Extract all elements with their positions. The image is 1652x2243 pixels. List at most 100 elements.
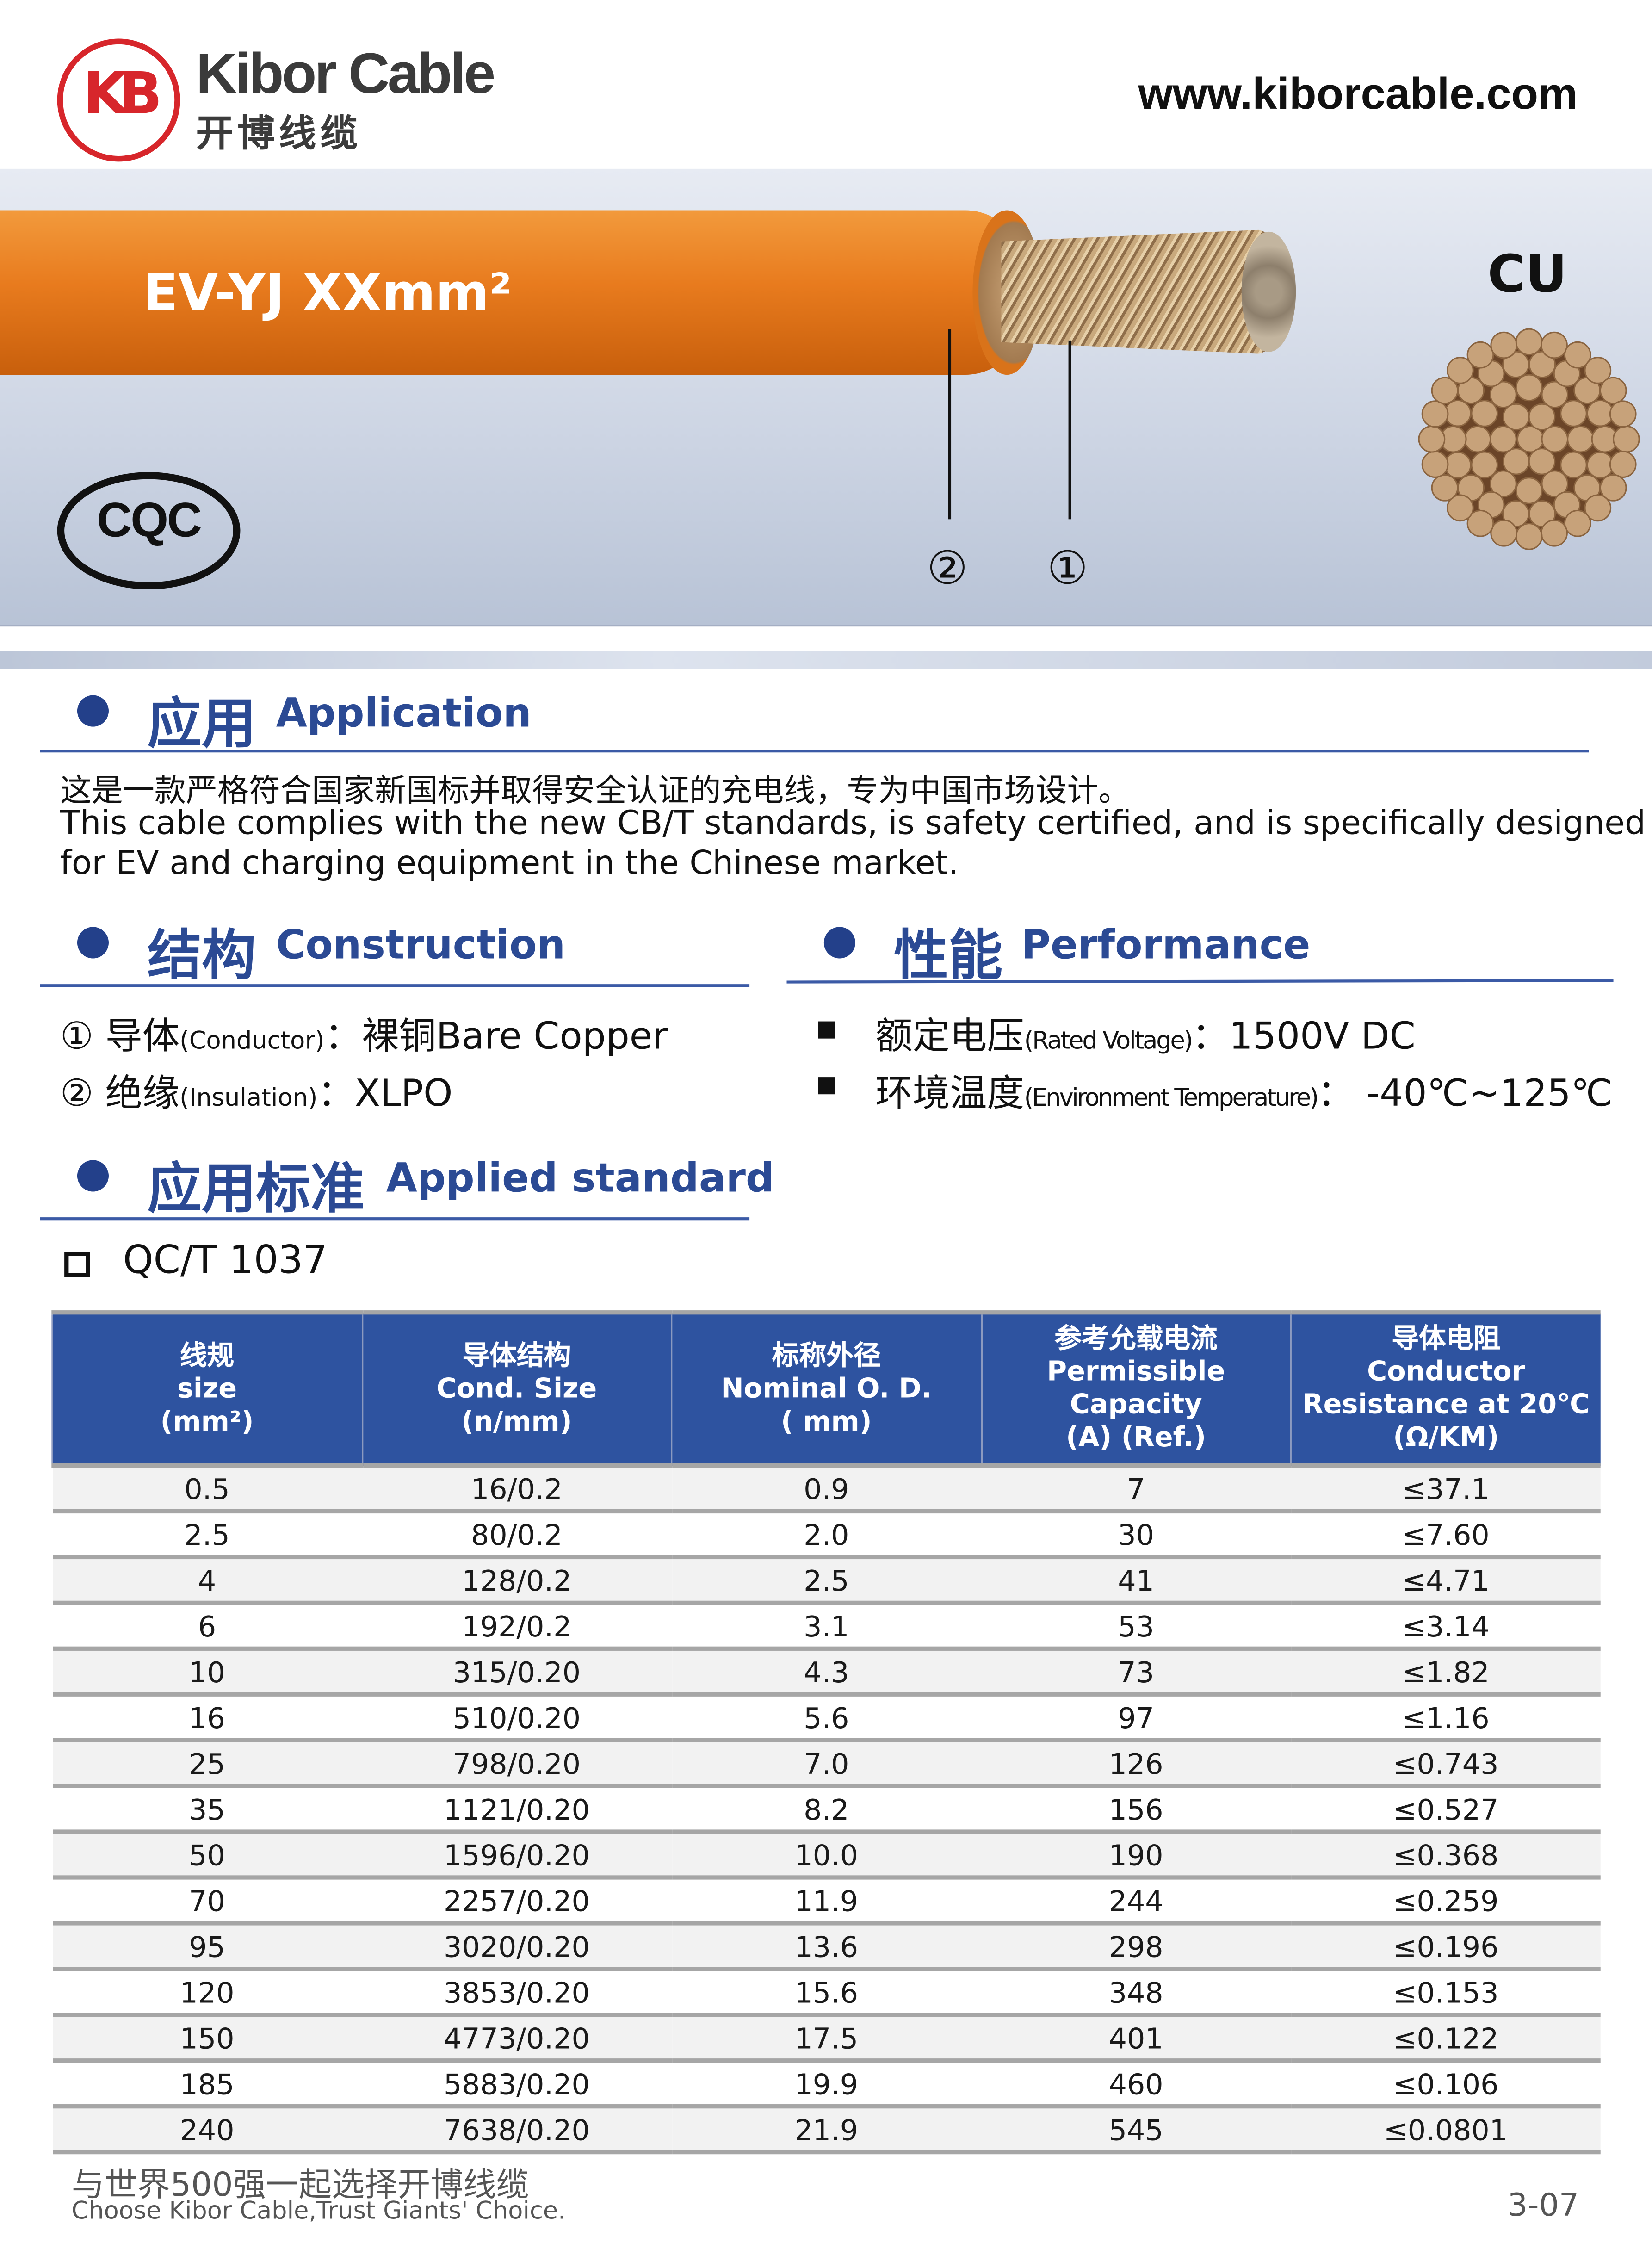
strand-icon (1515, 328, 1543, 356)
strand-icon (1528, 403, 1556, 431)
table-cell: 3853/0.20 (362, 1969, 672, 2017)
table-cell: 16/0.2 (362, 1465, 672, 1514)
strand-icon (1490, 425, 1517, 453)
cable-jacket-image (0, 210, 1023, 375)
standard-item: QC/T 1037 (123, 1239, 328, 1283)
strand-icon (1609, 451, 1637, 478)
table-cell: 4 (52, 1557, 362, 1605)
table-cell: 19.9 (671, 2060, 981, 2109)
column-header: 参考允载电流 Permissible Capacity (A) (Ref.) (980, 1310, 1291, 1468)
table-row: 6 192/0.2 3.1 53 ≤3.14 (52, 1603, 1601, 1651)
strand-icon (1502, 500, 1530, 527)
table-cell: 348 (981, 1969, 1291, 2017)
table-cell: 150 (52, 2014, 362, 2063)
bullet-icon (77, 1160, 109, 1192)
table-cell: 156 (981, 1786, 1291, 1834)
strand-icon (1564, 341, 1591, 369)
construction-title-en: Construction (276, 921, 566, 969)
website-link[interactable]: www.kiborcable.com (1138, 68, 1578, 119)
strand-icon (1613, 425, 1640, 453)
strand-icon (1584, 494, 1612, 522)
column-header-line: ( mm) (780, 1405, 872, 1437)
strand-icon (1599, 377, 1627, 404)
table-cell: ≤0.0801 (1291, 2106, 1601, 2155)
table-header-row: 线规 size (mm²) 导体结构 Cond. Size (n/mm) 标称外径 Nomin… (51, 1310, 1601, 1468)
strand-icon (1541, 519, 1568, 547)
strand-icon (1418, 425, 1446, 453)
strand-icon (1541, 331, 1568, 359)
material-label: CU (1487, 246, 1567, 305)
table-cell: ≤0.259 (1291, 1877, 1601, 1926)
strand-icon (1567, 425, 1594, 453)
divider-stripe (0, 651, 1652, 669)
strand-icon (1564, 509, 1591, 537)
strand-icon (1515, 523, 1543, 550)
standard-title-cn: 应用标准 (147, 1157, 365, 1221)
square-bullet-icon (818, 1077, 835, 1095)
strand-icon (1599, 474, 1627, 502)
strand-icon (1528, 448, 1556, 475)
standard-title-en: Applied standard (386, 1154, 774, 1202)
column-header-line: (Ω/KM) (1393, 1422, 1499, 1454)
table-cell: 3020/0.20 (362, 1923, 672, 1971)
table-cell: 798/0.20 (362, 1740, 672, 1788)
table-cell: 7638/0.20 (362, 2106, 672, 2155)
table-cell: 298 (981, 1923, 1291, 1971)
application-title-en: Application (276, 689, 532, 737)
table-cell: 120 (52, 1969, 362, 2017)
table-cell: ≤0.106 (1291, 2060, 1601, 2109)
table-cell: 0.5 (52, 1465, 362, 1514)
strand-icon (1431, 474, 1459, 502)
callout-line-conductor (1068, 340, 1071, 520)
strand-icon (1490, 381, 1517, 409)
column-header-line: Nominal O. D. (721, 1372, 932, 1404)
strand-icon (1541, 381, 1569, 409)
strand-icon (1515, 477, 1543, 504)
strand-icon (1586, 451, 1614, 479)
cqc-logo-text: CQC (97, 493, 202, 548)
brand-name: Kibor Cable (196, 43, 496, 106)
bullet-icon (77, 927, 109, 959)
table-cell: 545 (981, 2106, 1291, 2155)
strand-icon (1471, 400, 1498, 427)
table-row: 35 1121/0.20 8.2 156 ≤0.527 (52, 1786, 1601, 1834)
table-row: 185 5883/0.20 19.9 460 ≤0.106 (52, 2060, 1601, 2109)
table-cell: 8.2 (671, 1786, 981, 1834)
divider (40, 750, 1589, 753)
divider (40, 984, 750, 987)
column-header-line: Permissible Capacity (1047, 1356, 1225, 1421)
table-cell: 80/0.2 (362, 1511, 672, 1560)
table-cell: 25 (52, 1740, 362, 1788)
table-cell: 2.0 (671, 1511, 981, 1560)
table-cell: ≤1.16 (1291, 1694, 1601, 1742)
table-cell: ≤4.71 (1291, 1557, 1601, 1605)
column-header-line: Cond. Size (436, 1372, 597, 1404)
strand-icon (1421, 451, 1449, 478)
table-cell: 2.5 (671, 1557, 981, 1605)
table-row: 120 3853/0.20 15.6 348 ≤0.153 (52, 1969, 1601, 2017)
application-text-en-1: This cable complies with the new CB/T st… (60, 805, 1646, 843)
application-text-en-2: for EV and charging equipment in the Chi… (60, 845, 959, 883)
table-row: 95 3020/0.20 13.6 298 ≤0.196 (52, 1923, 1601, 1971)
column-header-line: (n/mm) (461, 1405, 572, 1437)
column-header: 标称外径 Nominal O. D.( mm) (671, 1310, 981, 1468)
bullet-icon (823, 927, 855, 959)
construction-item-conductor: ① 导体(Conductor)：裸铜Bare Copper (60, 1016, 668, 1059)
table-cell: 128/0.2 (362, 1557, 672, 1605)
square-bullet-icon (818, 1021, 835, 1039)
performance-title-en: Performance (1021, 921, 1311, 969)
performance-item-voltage: 额定电压(Rated Voltage)：1500V DC (875, 1016, 1416, 1059)
strand-icon (1464, 425, 1491, 453)
strand-icon (1560, 451, 1587, 479)
strand-icon (1444, 399, 1472, 427)
table-cell: 97 (981, 1694, 1291, 1742)
table-cell: ≤7.60 (1291, 1511, 1601, 1560)
column-header-line: 导体结构 (462, 1339, 571, 1371)
table-cell: 10 (52, 1648, 362, 1697)
table-cell: 126 (981, 1740, 1291, 1788)
strand-icon (1515, 374, 1543, 402)
table-cell: 4773/0.20 (362, 2014, 672, 2063)
strand-icon (1431, 377, 1459, 404)
strand-icon (1560, 400, 1587, 427)
